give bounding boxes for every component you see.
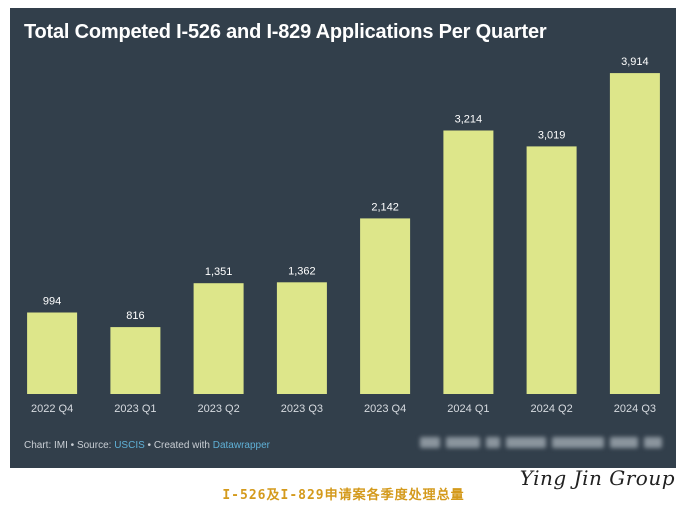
datawrapper-link[interactable]: Datawrapper bbox=[212, 440, 271, 451]
value-label: 3,214 bbox=[455, 114, 483, 126]
x-tick-label: 2024 Q3 bbox=[614, 403, 656, 415]
bar-chart: 994 2022 Q4 816 2023 Q1 1,351 2023 Q2 1,362 202… bbox=[27, 56, 660, 415]
chart-title: Total Competed I-526 and I-829 Applicati… bbox=[24, 21, 547, 43]
x-tick-label: 2023 Q3 bbox=[281, 403, 323, 415]
value-label: 3,019 bbox=[538, 129, 566, 141]
bar-2024-q2 bbox=[526, 146, 577, 394]
value-label: 1,351 bbox=[205, 266, 233, 278]
x-tick-label: 2023 Q4 bbox=[364, 403, 406, 415]
bar-2023-q4 bbox=[360, 218, 411, 394]
bar-2023-q1 bbox=[110, 327, 161, 394]
x-tick-label: 2024 Q2 bbox=[530, 403, 572, 415]
bar-2024-q1 bbox=[443, 130, 494, 394]
bar-2022-q4 bbox=[27, 312, 78, 394]
bar-2023-q3 bbox=[276, 282, 327, 394]
chinese-caption: I-526及I-829申请案各季度处理总量 bbox=[222, 488, 465, 503]
blurred-redaction bbox=[420, 432, 666, 452]
chart-footer: Chart: IMI • Source: USCIS • Created wit… bbox=[24, 440, 270, 451]
source-link[interactable]: USCIS bbox=[114, 440, 145, 451]
value-label: 3,914 bbox=[621, 56, 649, 68]
x-tick-label: 2023 Q1 bbox=[114, 403, 156, 415]
footer-middle: • Created with bbox=[144, 440, 213, 451]
x-tick-label: 2024 Q1 bbox=[447, 403, 489, 415]
x-tick-label: 2023 Q2 bbox=[197, 403, 239, 415]
footer-prefix: Chart: IMI • Source: bbox=[24, 440, 115, 451]
x-tick-label: 2022 Q4 bbox=[31, 403, 73, 415]
bar-2023-q2 bbox=[193, 283, 244, 394]
value-label: 2,142 bbox=[371, 201, 399, 213]
chart-panel: Total Competed I-526 and I-829 Applicati… bbox=[10, 8, 676, 468]
bar-2024-q3 bbox=[609, 73, 660, 394]
value-label: 1,362 bbox=[288, 265, 316, 277]
value-label: 994 bbox=[43, 296, 61, 308]
value-label: 816 bbox=[126, 310, 144, 322]
ying-jin-group-watermark: Ying Jin Group bbox=[519, 466, 675, 490]
